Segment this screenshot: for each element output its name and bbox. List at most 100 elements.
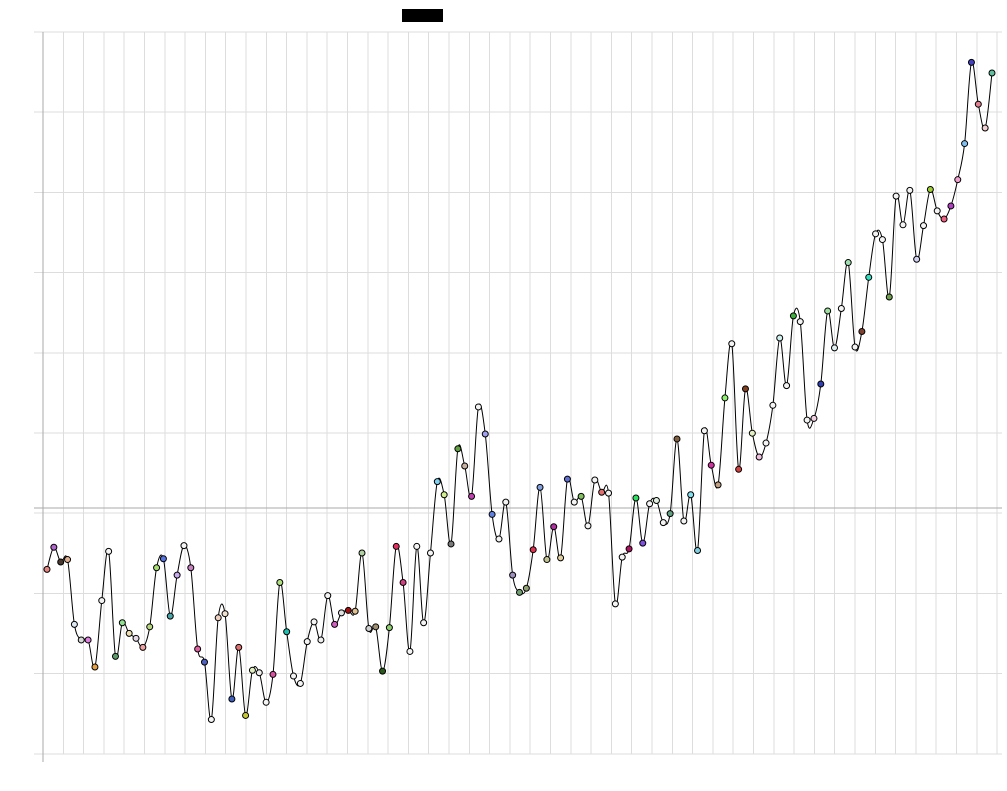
data-point[interactable]	[933, 207, 941, 215]
data-point[interactable]	[324, 592, 332, 600]
data-point[interactable]	[132, 634, 140, 642]
data-point[interactable]	[605, 489, 613, 497]
data-point[interactable]	[399, 579, 407, 587]
data-point[interactable]	[652, 496, 660, 504]
data-point[interactable]	[255, 669, 263, 677]
data-point[interactable]	[50, 543, 58, 551]
data-point[interactable]	[817, 380, 825, 388]
data-point[interactable]	[509, 571, 517, 579]
data-point[interactable]	[529, 546, 537, 554]
data-point[interactable]	[290, 672, 298, 680]
data-point[interactable]	[303, 638, 311, 646]
data-point[interactable]	[728, 340, 736, 348]
data-point[interactable]	[379, 667, 387, 675]
data-point[interactable]	[673, 435, 681, 443]
data-point[interactable]	[173, 571, 181, 579]
data-point[interactable]	[118, 619, 126, 627]
data-point[interactable]	[906, 186, 914, 194]
data-point[interactable]	[831, 344, 838, 352]
data-point[interactable]	[331, 620, 339, 628]
data-point[interactable]	[735, 465, 743, 473]
data-point[interactable]	[488, 510, 496, 518]
data-point[interactable]	[187, 564, 195, 572]
data-point[interactable]	[64, 556, 72, 564]
data-point[interactable]	[680, 517, 688, 525]
data-point[interactable]	[837, 304, 845, 312]
data-point[interactable]	[981, 124, 989, 132]
data-point[interactable]	[954, 176, 962, 184]
data-point[interactable]	[926, 186, 934, 194]
data-point[interactable]	[201, 658, 208, 666]
data-point[interactable]	[146, 623, 154, 631]
data-point[interactable]	[762, 439, 770, 447]
data-point[interactable]	[892, 192, 900, 200]
data-point[interactable]	[974, 100, 982, 108]
data-point[interactable]	[166, 612, 174, 620]
data-point[interactable]	[776, 334, 784, 342]
data-point[interactable]	[365, 624, 373, 632]
data-point[interactable]	[337, 609, 345, 617]
data-point[interactable]	[317, 636, 325, 644]
data-point[interactable]	[591, 476, 599, 484]
data-point[interactable]	[550, 523, 558, 531]
data-point[interactable]	[878, 236, 886, 244]
data-point[interactable]	[851, 343, 859, 351]
data-point[interactable]	[495, 535, 503, 543]
data-point[interactable]	[741, 385, 749, 393]
data-point[interactable]	[632, 494, 640, 502]
data-point[interactable]	[563, 475, 571, 483]
data-point[interactable]	[961, 140, 969, 148]
data-point[interactable]	[98, 597, 106, 605]
data-point[interactable]	[461, 462, 469, 470]
data-point[interactable]	[858, 327, 866, 335]
data-point[interactable]	[413, 542, 421, 550]
data-point[interactable]	[84, 636, 92, 644]
data-point[interactable]	[844, 259, 852, 267]
data-point[interactable]	[426, 549, 434, 557]
data-point[interactable]	[920, 222, 928, 230]
data-point[interactable]	[372, 623, 380, 631]
data-point[interactable]	[440, 491, 448, 499]
data-point[interactable]	[269, 670, 277, 678]
legend-swatch[interactable]	[402, 9, 443, 22]
data-point[interactable]	[967, 58, 975, 66]
data-point[interactable]	[769, 401, 777, 409]
data-point[interactable]	[474, 403, 482, 411]
data-point[interactable]	[865, 273, 873, 281]
data-point[interactable]	[111, 652, 119, 660]
data-point[interactable]	[611, 600, 619, 608]
data-point[interactable]	[543, 556, 551, 564]
data-point[interactable]	[810, 414, 818, 422]
data-point[interactable]	[748, 429, 756, 437]
data-point[interactable]	[570, 498, 578, 506]
data-point[interactable]	[276, 579, 284, 587]
data-point[interactable]	[639, 539, 647, 547]
data-point[interactable]	[598, 488, 606, 496]
data-point[interactable]	[248, 666, 256, 674]
data-point[interactable]	[180, 542, 188, 550]
data-point[interactable]	[262, 698, 270, 706]
data-point[interactable]	[105, 547, 113, 555]
data-point[interactable]	[235, 643, 243, 651]
data-point[interactable]	[125, 629, 133, 637]
data-point[interactable]	[283, 628, 291, 636]
data-point[interactable]	[194, 645, 202, 653]
data-point[interactable]	[153, 564, 161, 572]
data-point[interactable]	[296, 679, 304, 687]
data-point[interactable]	[947, 202, 955, 210]
data-point[interactable]	[91, 663, 99, 671]
data-point[interactable]	[625, 545, 633, 553]
data-point[interactable]	[358, 549, 366, 557]
data-point[interactable]	[796, 318, 804, 326]
data-point[interactable]	[228, 695, 236, 703]
data-point[interactable]	[577, 492, 585, 500]
data-point[interactable]	[385, 624, 393, 632]
data-point[interactable]	[43, 565, 51, 573]
data-point[interactable]	[447, 540, 455, 548]
data-point[interactable]	[755, 453, 763, 461]
data-point[interactable]	[516, 588, 523, 596]
data-point[interactable]	[139, 643, 147, 651]
data-point[interactable]	[885, 293, 893, 301]
data-point[interactable]	[824, 307, 832, 315]
data-point[interactable]	[392, 542, 400, 550]
